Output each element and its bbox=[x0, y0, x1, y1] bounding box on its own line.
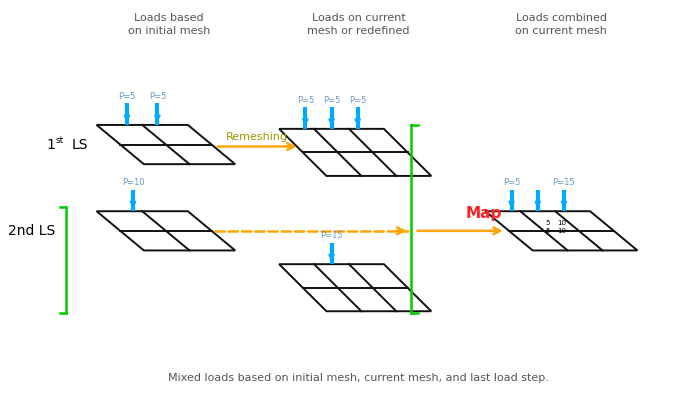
Polygon shape bbox=[96, 211, 235, 250]
Text: P=10: P=10 bbox=[121, 178, 144, 187]
Text: P=15: P=15 bbox=[320, 231, 343, 240]
Text: Loads on current
mesh or redefined: Loads on current mesh or redefined bbox=[307, 13, 410, 36]
Text: P=5: P=5 bbox=[118, 92, 135, 101]
Polygon shape bbox=[485, 211, 637, 250]
Text: 5: 5 bbox=[546, 228, 550, 234]
Text: LS: LS bbox=[71, 137, 88, 152]
Text: P=5: P=5 bbox=[297, 96, 314, 105]
Text: P=5: P=5 bbox=[349, 96, 366, 105]
Text: Mixed loads based on initial mesh, current mesh, and last load step.: Mixed loads based on initial mesh, curre… bbox=[168, 373, 549, 383]
Text: 5: 5 bbox=[546, 220, 550, 226]
Text: st: st bbox=[56, 136, 64, 145]
Text: P=5: P=5 bbox=[323, 96, 340, 105]
Text: P=5: P=5 bbox=[503, 178, 520, 187]
Text: Loads combined
on current mesh: Loads combined on current mesh bbox=[515, 13, 607, 36]
Text: 10: 10 bbox=[557, 220, 566, 226]
Text: 1: 1 bbox=[47, 137, 56, 152]
Text: P=15: P=15 bbox=[553, 178, 575, 187]
Text: 2nd LS: 2nd LS bbox=[8, 224, 56, 238]
Text: 10: 10 bbox=[557, 228, 566, 234]
Text: Loads based
on initial mesh: Loads based on initial mesh bbox=[128, 13, 210, 36]
Polygon shape bbox=[279, 264, 431, 311]
Polygon shape bbox=[96, 125, 235, 164]
Polygon shape bbox=[279, 129, 431, 176]
Text: P=5: P=5 bbox=[149, 92, 166, 101]
Text: Map: Map bbox=[466, 206, 502, 221]
Text: Remeshing: Remeshing bbox=[226, 132, 288, 142]
